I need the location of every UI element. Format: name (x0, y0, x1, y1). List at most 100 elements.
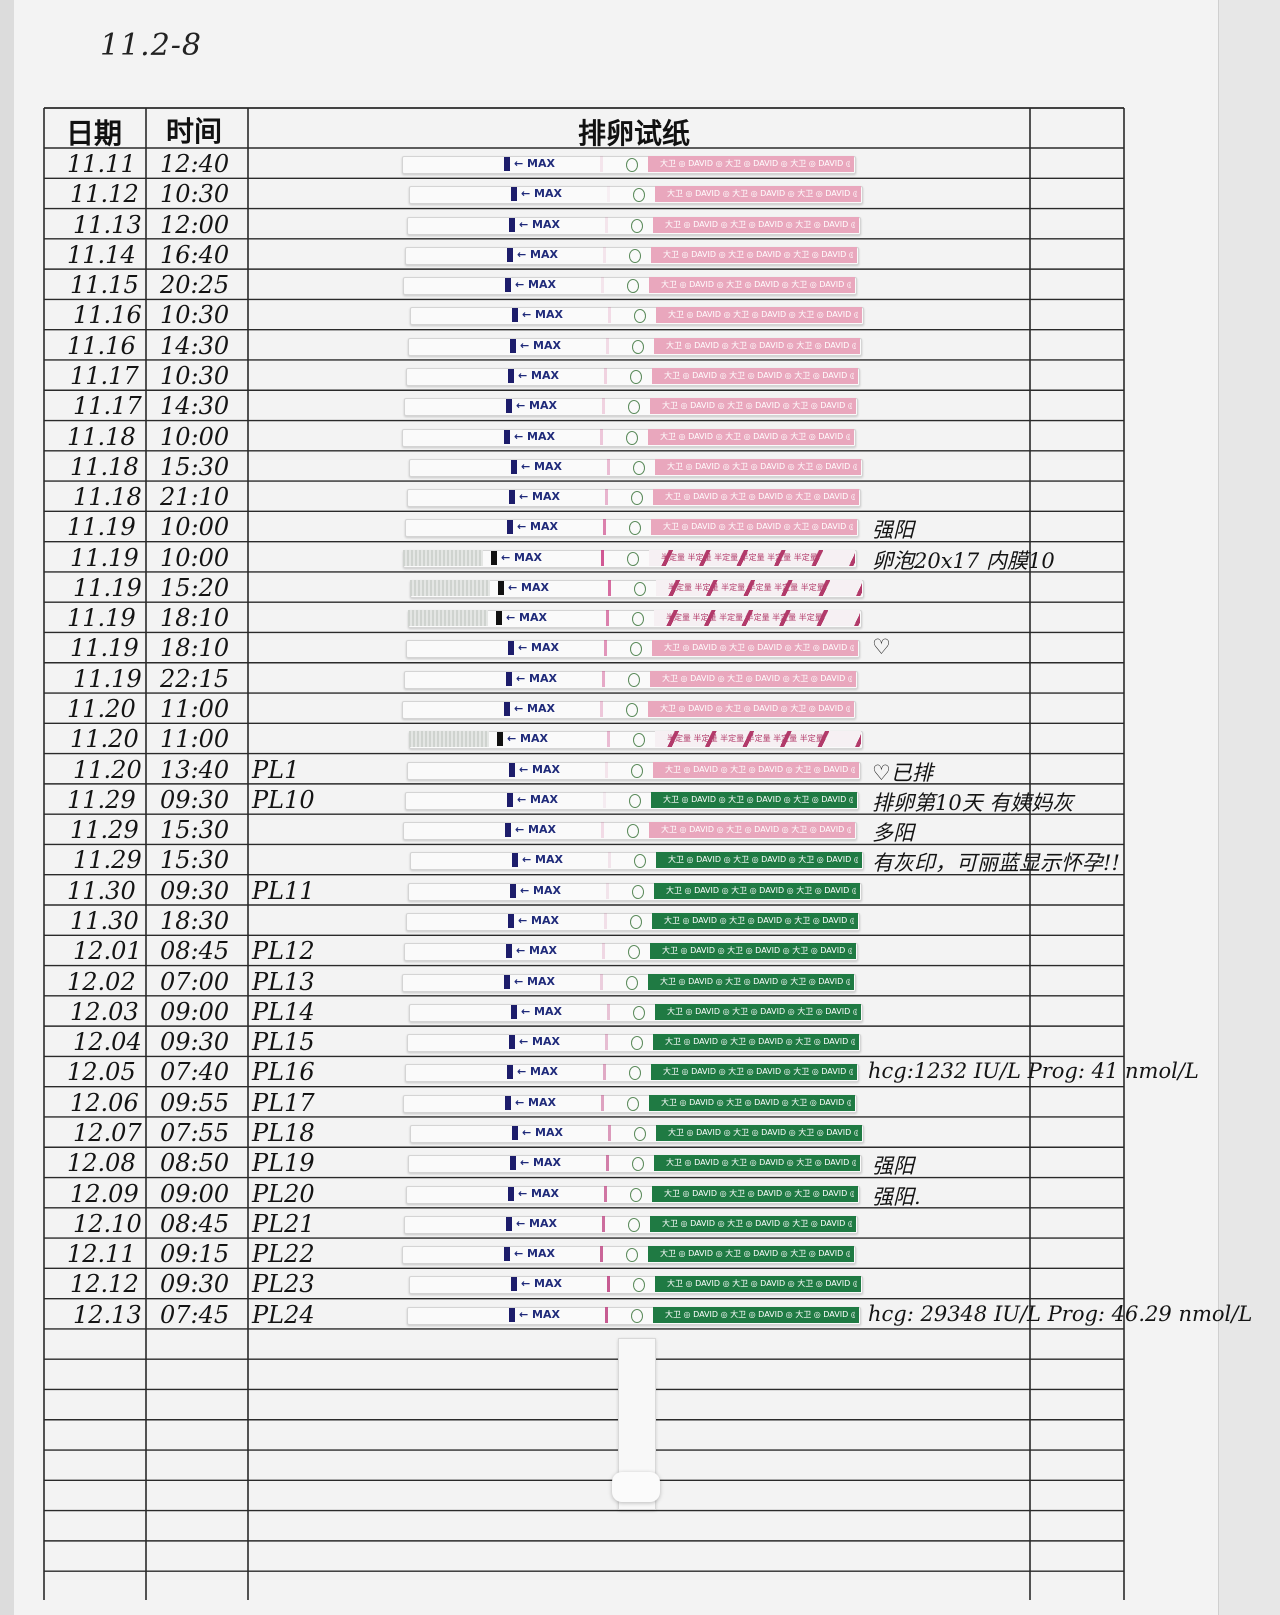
row-strip-id: PL22 (252, 1240, 315, 1269)
strip-handle (648, 428, 854, 445)
strip-logo-icon (632, 339, 644, 354)
strip-logo-icon (628, 1217, 640, 1232)
strip-max-label: ← MAX (514, 429, 555, 443)
strip-max-mark (505, 278, 511, 293)
strip-max-label: ← MAX (516, 944, 557, 958)
strip-brand-text: 大卫 ◎ DAVID ◎ 大卫 ◎ DAVID ◎ 大卫 ◎ DAVID ◎ 大… (668, 310, 858, 320)
row-date: 12.11 (67, 1240, 136, 1269)
strip-logo-icon (630, 642, 642, 657)
strip-max-label: ← MAX (514, 1247, 555, 1261)
strip-logo-icon (626, 975, 638, 990)
strip-max-label: ← MAX (515, 1095, 556, 1109)
strip-handle (656, 1124, 862, 1141)
strip-brand-text: 大卫 ◎ DAVID ◎ 大卫 ◎ DAVID ◎ 大卫 ◎ DAVID ◎ 大… (662, 401, 852, 411)
strip-brand-text: 大卫 ◎ DAVID ◎ 大卫 ◎ DAVID ◎ 大卫 ◎ DAVID ◎ 大… (664, 916, 854, 925)
strip-logo-icon (628, 672, 640, 687)
strip-handle (656, 579, 862, 596)
strip-brand-text: 大卫 ◎ DAVID ◎ 大卫 ◎ DAVID ◎ 大卫 ◎ DAVID ◎ 大… (667, 461, 857, 471)
row-date: 12.01 (73, 937, 142, 966)
row-strip-id: PL21 (252, 1209, 315, 1238)
strip-wick (403, 549, 483, 566)
test-strip: ← MAX 大卫 ◎ DAVID ◎ 大卫 ◎ DAVID ◎ 大卫 ◎ DAVI… (410, 304, 864, 326)
strip-test-line (600, 1246, 603, 1263)
strip-test-line (604, 913, 607, 929)
row-date: 11.29 (67, 785, 136, 814)
strip-max-mark (505, 823, 511, 838)
strip-handle (655, 458, 861, 475)
strip-max-label: ← MAX (518, 1186, 559, 1200)
row-strip-id: PL19 (252, 1149, 315, 1178)
strip-max-mark (504, 1247, 510, 1262)
test-strip: ← MAX 大卫 ◎ DAVID ◎ 大卫 ◎ DAVID ◎ 大卫 ◎ DAVI… (406, 910, 860, 932)
strip-max-label: ← MAX (521, 187, 562, 201)
strip-max-mark (506, 399, 512, 414)
strip-test-line (601, 1094, 604, 1111)
row-time: 10:00 (160, 422, 230, 451)
strip-max-label: ← MAX (522, 853, 563, 867)
strip-max-mark (509, 762, 515, 777)
strip-handle (651, 1064, 857, 1081)
strip-max-label: ← MAX (518, 368, 559, 382)
strip-max-label: ← MAX (520, 338, 561, 352)
strip-logo-icon (633, 460, 645, 475)
strip-max-label: ← MAX (516, 399, 557, 413)
test-strip: ← MAX 大卫 ◎ DAVID ◎ 大卫 ◎ DAVID ◎ 大卫 ◎ DAVI… (408, 335, 862, 357)
row-date: 11.11 (67, 150, 136, 178)
test-strip: ← MAX 大卫 ◎ DAVID ◎ 大卫 ◎ DAVID ◎ 大卫 ◎ DAVI… (408, 1152, 862, 1174)
strip-handle (655, 731, 861, 748)
row-time: 13:40 (160, 755, 230, 784)
row-time: 11:00 (160, 725, 230, 754)
column-header-strip: 排卵试纸 (578, 117, 691, 150)
row-strip-id: PL15 (252, 1028, 315, 1057)
strip-max-mark (512, 308, 518, 323)
strip-handle (650, 398, 856, 415)
strip-max-label: ← MAX (507, 732, 548, 746)
strip-test-line (601, 277, 604, 294)
row-note: ♡已排 (872, 760, 933, 785)
test-strip: ← MAX 大卫 ◎ DAVID ◎ 大卫 ◎ DAVID ◎ 大卫 ◎ DAVI… (410, 1122, 864, 1144)
strip-handle (654, 337, 860, 354)
strip-handle (648, 156, 854, 172)
strip-max-label: ← MAX (514, 157, 555, 170)
row-time: 09:30 (160, 785, 230, 814)
strip-brand-text: 大卫 ◎ DAVID ◎ 大卫 ◎ DAVID ◎ 大卫 ◎ DAVID ◎ 大… (667, 1279, 857, 1289)
row-time: 14:30 (160, 392, 230, 421)
strip-logo-icon (634, 581, 646, 596)
strip-max-label: ← MAX (514, 974, 555, 988)
row-time: 10:30 (160, 361, 230, 390)
strip-max-mark (509, 217, 515, 232)
row-date: 11.20 (67, 695, 136, 724)
row-date: 12.06 (70, 1088, 139, 1117)
strip-handle (649, 277, 855, 294)
strip-test-line (604, 367, 607, 384)
strip-max-mark (497, 732, 503, 747)
test-strip: ← MAX 大卫 ◎ DAVID ◎ 大卫 ◎ DAVID ◎ 大卫 ◎ DAVI… (407, 1031, 861, 1053)
row-time: 08:45 (160, 937, 230, 966)
strip-test-line (608, 307, 611, 324)
strip-max-mark (509, 1035, 515, 1050)
row-note: 有灰印，可丽蓝显示怀孕!! (872, 851, 1120, 876)
strip-test-line (600, 428, 603, 445)
row-time: 07:55 (160, 1118, 230, 1147)
strip-brand-text: 大卫 ◎ DAVID ◎ 大卫 ◎ DAVID ◎ 大卫 ◎ DAVID ◎ 大… (665, 1037, 855, 1047)
strip-test-line (605, 761, 608, 778)
row-date: 11.14 (67, 240, 136, 269)
row-strip-id: PL1 (252, 755, 300, 784)
test-strip: ← MAX 大卫 ◎ DAVID ◎ 大卫 ◎ DAVID ◎ 大卫 ◎ DAVI… (405, 789, 859, 811)
strip-max-label: ← MAX (517, 247, 558, 261)
test-strip: ← MAX 大卫 ◎ DAVID ◎ 大卫 ◎ DAVID ◎ 大卫 ◎ DAVI… (405, 244, 859, 266)
row-strip-id: PL12 (252, 937, 315, 966)
strip-test-line (607, 731, 610, 748)
strip-test-line (603, 1064, 606, 1081)
strip-logo-icon (630, 1187, 642, 1202)
row-date: 11.19 (73, 664, 142, 693)
test-strip: ← MAX 大卫 ◎ DAVID ◎ 大卫 ◎ DAVID ◎ 大卫 ◎ DAVI… (402, 153, 856, 175)
row-time: 12:40 (160, 150, 230, 178)
strip-logo-icon (632, 612, 644, 627)
strip-brand-text: 大卫 ◎ DAVID ◎ 大卫 ◎ DAVID ◎ 大卫 ◎ DAVID ◎ 大… (663, 794, 853, 804)
strip-max-label: ← MAX (517, 792, 558, 806)
strip-max-label: ← MAX (521, 1004, 562, 1018)
strip-handle (654, 882, 860, 899)
strip-handle (649, 549, 855, 566)
row-date: 11.29 (73, 846, 142, 875)
